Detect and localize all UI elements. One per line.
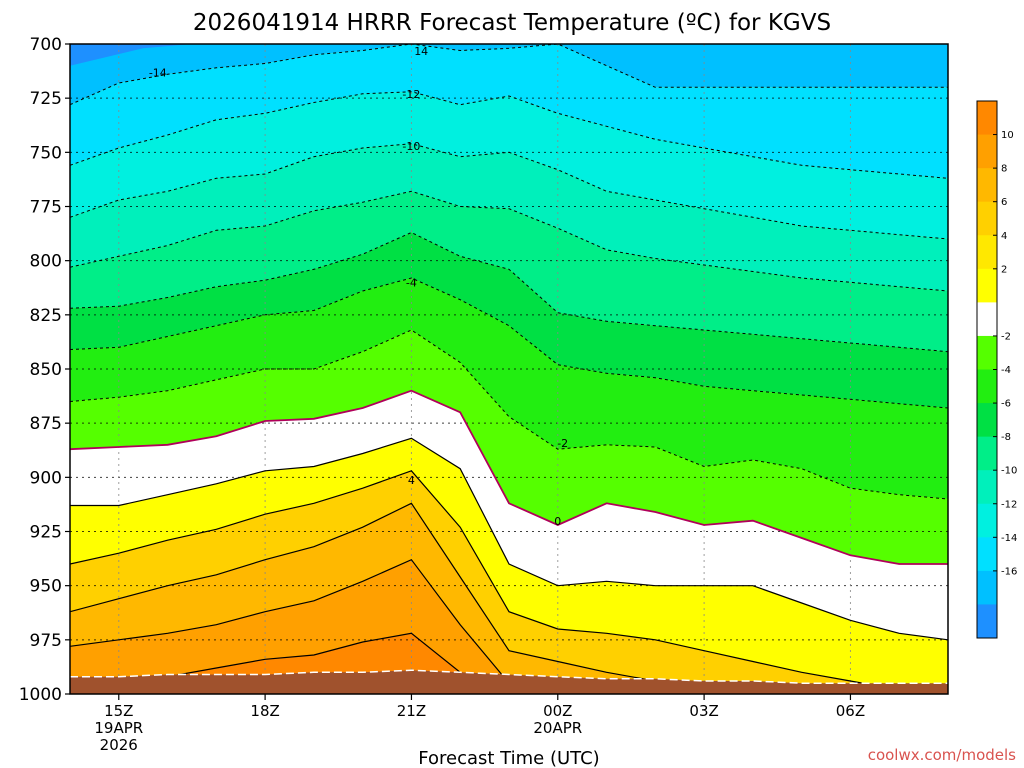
colorbar: 10 8 6 4 2 -2 -4 -6 -8 -10 -12 -14 -16 (976, 100, 1017, 639)
contour-label-2: -12 (402, 88, 420, 101)
y-tick-label-1000: 1000 (19, 685, 62, 705)
plot-area (70, 44, 948, 694)
colorbar-label-4: 2 (1001, 264, 1007, 275)
ground-edge (70, 669, 948, 684)
colorbar-band-4 (977, 235, 997, 270)
y-tick-label-925: 925 (30, 523, 62, 543)
x-tick-label-06Z: 06Z (836, 702, 865, 720)
band--6-to--4 (70, 232, 948, 408)
contour-line--8 (70, 190, 948, 292)
contour-line--6 (70, 231, 948, 353)
contour-label-3: -10 (402, 140, 420, 153)
y-tick-label-750: 750 (30, 143, 62, 163)
ground-fill (70, 670, 948, 694)
y-tick-label-800: 800 (30, 252, 62, 272)
colorbar-band-14 (977, 570, 997, 605)
contour-label-5: -2 (557, 437, 568, 450)
colorbar-label-9: -10 (1001, 466, 1017, 477)
colorbar-band-7 (977, 335, 997, 370)
contour-line--12 (70, 91, 948, 179)
x-tick-sublabel-15Z-0: 19APR (94, 719, 143, 737)
colorbar-band-3 (977, 201, 997, 236)
contour-label-0: -14 (149, 67, 167, 80)
x-tick-label-03Z: 03Z (689, 702, 718, 720)
credit-text: coolwx.com/models (868, 746, 1016, 764)
contour-line-4 (70, 470, 948, 694)
band-4-to-6 (70, 470, 948, 694)
band--4-to--2 (70, 278, 948, 499)
colorbar-label-0: 10 (1001, 130, 1014, 141)
x-tick-label-00Z: 00Z (543, 702, 572, 720)
colorbar-band-13 (977, 537, 997, 572)
y-tick-label-775: 775 (30, 198, 62, 218)
colorbar-band-2 (977, 168, 997, 203)
y-tick-label-850: 850 (30, 360, 62, 380)
x-tick-sublabel-00Z-0: 20APR (533, 719, 582, 737)
chart-title: 2026041914 HRRR Forecast Temperature (ºC… (193, 10, 831, 36)
colorbar-label-8: -8 (1001, 432, 1011, 443)
colorbar-band-1 (977, 134, 997, 169)
x-tick-label-18Z: 18Z (250, 702, 279, 720)
band-2-to-4 (70, 438, 948, 694)
band--10-to--8 (70, 143, 948, 291)
y-tick-label-950: 950 (30, 577, 62, 597)
y-axis: 700 725 750 775 800 825 850 875 900 925 950 975 1000 (19, 35, 70, 705)
contour-line-0 (70, 389, 948, 565)
colorbar-band-5 (977, 268, 997, 303)
colorbar-band-9 (977, 403, 997, 438)
band--12-to--10 (70, 91, 948, 239)
colorbar-band-10 (977, 436, 997, 471)
colorbar-band-11 (977, 470, 997, 505)
y-tick-label-900: 900 (30, 468, 62, 488)
colorbar-band-6 (977, 302, 997, 337)
y-tick-label-825: 825 (30, 306, 62, 326)
y-tick-label-700: 700 (30, 35, 62, 55)
colorbar-label-5: -2 (1001, 331, 1011, 342)
colorbar-label-6: -4 (1001, 365, 1011, 376)
colorbar-label-11: -14 (1001, 533, 1017, 544)
band--2-to-0 (70, 330, 948, 564)
contour-line--14 (70, 44, 948, 106)
contour-label-6: 0 (554, 515, 561, 528)
colorbar-label-2: 6 (1001, 197, 1007, 208)
colorbar-label-10: -12 (1001, 499, 1017, 510)
band-0-to-2 (70, 390, 948, 640)
x-tick-sublabel-15Z-1: 2026 (100, 736, 138, 754)
band-below-minus14 (70, 44, 948, 105)
y-tick-label-975: 975 (30, 631, 62, 651)
x-axis-label: Forecast Time (UTC) (418, 748, 599, 768)
ground-layer (70, 669, 948, 694)
contour-label-1: 14 (414, 45, 428, 58)
colorbar-label-1: 8 (1001, 164, 1007, 175)
colorbar-band-0 (977, 101, 997, 136)
x-tick-label-21Z: 21Z (397, 702, 426, 720)
band--8-to--6 (70, 191, 948, 352)
colorbar-band-12 (977, 503, 997, 538)
colorbar-label-3: 4 (1001, 231, 1007, 242)
y-tick-label-875: 875 (30, 414, 62, 434)
contour-line-2 (70, 437, 948, 641)
band-coldest-corner (70, 44, 192, 66)
colorbar-band-15 (977, 604, 997, 639)
contour-label-7: 4 (408, 474, 415, 487)
contour-label-4: -4 (406, 277, 417, 290)
y-tick-label-725: 725 (30, 89, 62, 109)
band-6-to-8 (70, 503, 948, 690)
contour-line--10 (70, 143, 948, 240)
band--14-to--12 (70, 44, 948, 179)
x-tick-label-15Z: 15Z (104, 702, 133, 720)
colorbar-band-8 (977, 369, 997, 404)
colorbar-label-7: -6 (1001, 399, 1011, 410)
colorbar-label-12: -16 (1001, 566, 1017, 577)
contour-labels: -14 14 -12 -10 -4 -2 0 4 (149, 45, 568, 528)
